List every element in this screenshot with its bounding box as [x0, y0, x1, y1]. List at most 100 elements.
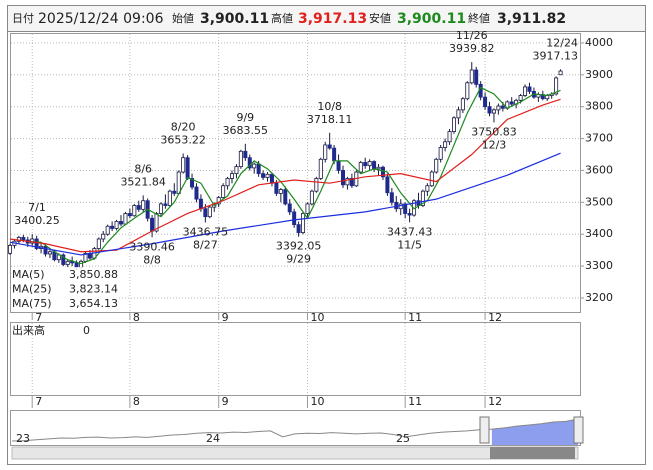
header-label: 高値	[271, 11, 293, 25]
candle-body	[429, 171, 434, 187]
candle-body	[318, 158, 323, 179]
annotation-date: 8/8	[143, 253, 161, 266]
x-tick-label: 11	[408, 395, 422, 408]
candle-body	[238, 150, 243, 168]
candle-body	[420, 190, 425, 206]
candle-body	[96, 238, 101, 249]
candle-body	[207, 206, 212, 218]
candle-body	[176, 171, 181, 194]
candle-body	[425, 185, 430, 192]
candle-body	[229, 173, 234, 179]
range-handle[interactable]	[573, 416, 584, 444]
candle-body	[523, 86, 528, 96]
y-tick-label: 3200	[585, 291, 613, 304]
candle-body	[7, 244, 12, 254]
range-handle[interactable]	[479, 416, 490, 444]
candle-body	[136, 205, 141, 210]
annotation-date: 9/29	[286, 253, 311, 266]
candle-body	[451, 117, 456, 132]
candle-body	[469, 69, 474, 84]
candle-body	[30, 238, 35, 244]
candle-body	[487, 106, 492, 114]
header-open: 3,900.11	[200, 11, 269, 27]
header-label: 日付	[12, 12, 34, 25]
y-tick-label: 3700	[585, 132, 613, 145]
y-tick-label: 3400	[585, 227, 613, 240]
candle-body	[198, 198, 203, 210]
scrollbar[interactable]	[11, 446, 579, 460]
candle-body	[225, 178, 230, 187]
candle-body	[127, 213, 132, 217]
candle-body	[172, 190, 177, 194]
candle-body	[363, 162, 368, 167]
x-tick-label: 10	[310, 395, 324, 408]
header-label: 安値	[369, 11, 391, 25]
legend-value: 3,850.88	[69, 268, 118, 281]
candle-body	[332, 147, 337, 162]
ma-line	[9, 152, 561, 256]
candle-body	[403, 203, 408, 214]
candle-body	[456, 109, 461, 119]
candle-body	[345, 178, 350, 186]
legend-name: MA(25)	[12, 283, 52, 296]
y-tick-label: 3500	[585, 195, 613, 208]
annotation-value: 3917.13	[533, 49, 579, 62]
x-tick-label: 7	[35, 311, 42, 324]
candle-body	[105, 225, 110, 235]
candle-body	[509, 101, 514, 105]
candle-body	[167, 190, 172, 206]
candle-body	[83, 252, 88, 262]
candle-body	[256, 163, 261, 175]
volume-panel	[10, 322, 581, 396]
y-tick-label: 3900	[585, 68, 613, 81]
legend-value: 3,823.14	[69, 283, 118, 296]
candle-body	[367, 161, 372, 167]
candle-body	[203, 208, 208, 218]
candle-body	[101, 233, 106, 240]
candle-body	[483, 96, 488, 108]
scroll-thumb[interactable]	[490, 447, 575, 459]
candle-body	[376, 166, 381, 170]
legend-bg	[11, 267, 119, 311]
header-label: 始値	[172, 11, 194, 25]
candle-body	[34, 238, 39, 249]
candle-body	[385, 176, 390, 194]
candle-body	[132, 205, 137, 217]
candle-body	[340, 170, 345, 186]
candle-body	[74, 262, 79, 269]
candle-body	[141, 200, 146, 210]
candle-body	[265, 173, 270, 178]
navigator-label: 23	[16, 432, 30, 445]
x-tick-label: 12	[488, 395, 502, 408]
candle-body	[154, 213, 159, 232]
candle-body	[336, 160, 341, 171]
candle-body	[21, 236, 26, 241]
candle-body	[43, 245, 48, 255]
legend-name: MA(5)	[12, 268, 45, 281]
annotation-date: 11/26	[456, 29, 488, 42]
annotation-value: 3521.84	[120, 175, 166, 188]
candle-body	[243, 150, 248, 159]
header-date: 2025/12/24 09:06	[38, 11, 164, 27]
candle-body	[292, 211, 297, 226]
candle-body	[287, 203, 292, 213]
y-tick-label: 4000	[585, 36, 613, 49]
candle-body	[389, 192, 394, 203]
candle-body	[296, 224, 301, 234]
candle-body	[491, 109, 496, 114]
candle-body	[349, 178, 354, 187]
candle-body	[323, 144, 328, 160]
header-bar	[7, 5, 646, 32]
y-tick-label: 3800	[585, 100, 613, 113]
candle-body	[496, 105, 501, 111]
x-tick-label: 8	[133, 395, 140, 408]
candle-body	[438, 147, 443, 160]
candle-body	[305, 203, 310, 214]
legend-value: 3,654.13	[69, 297, 118, 310]
candle-body	[283, 189, 288, 205]
candle-body	[185, 157, 190, 179]
candle-body	[447, 131, 452, 143]
candle-body	[327, 144, 332, 149]
